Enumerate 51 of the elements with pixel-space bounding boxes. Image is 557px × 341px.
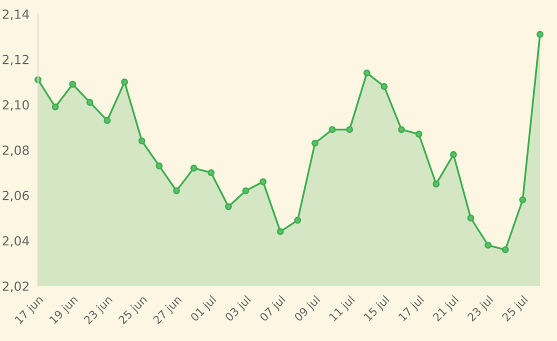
x-tick-label: 23 jun <box>83 295 114 326</box>
y-tick-label: 2,10 <box>2 100 29 111</box>
point <box>467 214 474 222</box>
point <box>328 126 336 134</box>
x-tick-label: 23 jul <box>466 295 495 324</box>
x-tick-label: 17 jul <box>398 295 426 323</box>
point <box>519 196 526 204</box>
x-tick-label: 09 jul <box>294 295 322 324</box>
point <box>415 130 422 138</box>
point <box>346 126 354 134</box>
point <box>502 246 509 254</box>
point <box>208 169 215 176</box>
x-tick-label: 07 jul <box>259 295 288 324</box>
point <box>260 178 267 186</box>
point <box>86 98 94 106</box>
x-tick-label: 25 jul <box>501 295 530 324</box>
point <box>294 216 302 224</box>
point <box>363 69 370 76</box>
y-tick-label: 2,08 <box>2 145 29 156</box>
y-tick-label: 2,06 <box>2 190 29 202</box>
point <box>450 151 457 158</box>
x-tick-label: 27 jun <box>152 295 184 326</box>
y-tick-label: 2,12 <box>2 54 28 66</box>
point <box>173 187 180 194</box>
x-tick-label: 15 jul <box>363 295 392 323</box>
point <box>398 126 405 134</box>
point <box>104 117 111 124</box>
point <box>536 30 544 38</box>
point <box>311 140 318 147</box>
x-tick-label: 11 jul <box>328 295 356 323</box>
x-tick-label: 17 jun <box>14 295 45 326</box>
y-tick-label: 2,04 <box>2 236 29 247</box>
y-tick-label: 2,02 <box>2 281 28 292</box>
x-tick-label: 01 jul <box>190 295 218 324</box>
y-tick-label: 2,14 <box>2 9 29 20</box>
point <box>52 103 59 110</box>
point <box>380 83 388 90</box>
point <box>276 228 284 236</box>
point <box>484 242 492 249</box>
point <box>190 164 198 172</box>
point <box>121 78 128 86</box>
point <box>432 180 440 188</box>
point <box>138 137 146 144</box>
x-tick-label: 03 jul <box>224 295 253 324</box>
point <box>242 187 250 194</box>
point <box>224 203 232 210</box>
point <box>156 162 163 170</box>
x-tick-label: 25 jun <box>118 295 149 326</box>
point <box>69 80 76 88</box>
x-tick-label: 21 jul <box>432 295 460 324</box>
x-tick-label: 19 jun <box>48 295 80 326</box>
